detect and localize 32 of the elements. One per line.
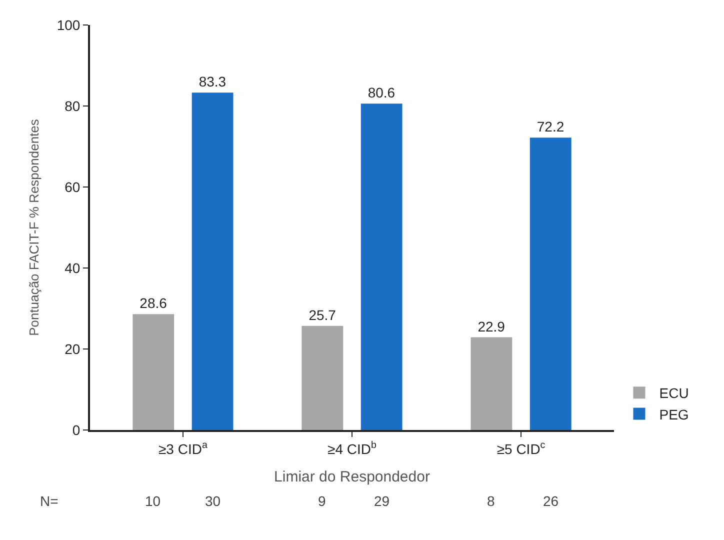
bar: [470, 337, 512, 430]
y-tick-label: 80: [64, 98, 80, 114]
x-tick-label: ≥3 CID$^{a}$: [158, 440, 208, 457]
bar: [530, 138, 572, 430]
legend-label: PEG: [659, 406, 689, 422]
text: 30: [205, 493, 221, 509]
text: N=: [40, 493, 58, 509]
text: 26: [543, 493, 559, 509]
text: 10: [145, 493, 161, 509]
text: 29: [374, 493, 390, 509]
x-tick-label: ≥5 CID$^{c}$: [496, 440, 546, 457]
y-tick-label: 60: [64, 178, 80, 195]
bar: [192, 92, 234, 430]
data-label: 28.6: [140, 295, 168, 312]
bar: [360, 104, 402, 430]
text: 8: [487, 493, 495, 509]
bar: [302, 326, 344, 430]
y-tick-label: 0: [72, 422, 80, 438]
data-label: 22.9: [478, 318, 506, 334]
x-axis-title: Limiar do Respondedor: [274, 468, 430, 486]
y-tick-label: 20: [64, 340, 80, 357]
data-label: 83.3: [198, 74, 226, 90]
data-label: 25.7: [308, 306, 336, 323]
y-tick-label: 100: [56, 16, 80, 33]
y-axis-title: Pontuação FACIT-F % Respondentes: [26, 118, 42, 336]
text: 9: [318, 493, 326, 509]
x-tick-label: ≥4 CID$^{b}$: [328, 440, 378, 457]
y-tick-label: 40: [64, 260, 80, 276]
bar: [132, 314, 174, 430]
data-label: 80.6: [368, 84, 396, 101]
data-label: 72.2: [536, 118, 564, 135]
legend-label: ECU: [659, 385, 689, 402]
